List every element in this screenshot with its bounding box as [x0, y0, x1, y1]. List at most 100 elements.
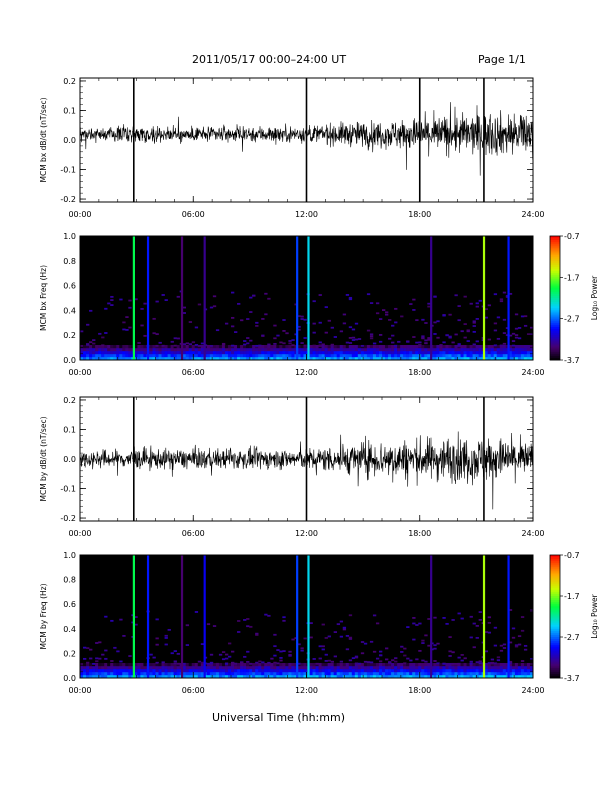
spectrogram-cell [264, 666, 268, 670]
spectrogram-speckle [412, 638, 416, 641]
colorbar-cell [550, 246, 560, 249]
spectrogram-speckle [140, 324, 144, 327]
spectrogram-speckle [354, 656, 359, 659]
spectrogram-speckle [234, 331, 238, 333]
spectrogram-cell [493, 672, 498, 676]
spectrogram-cell [140, 357, 144, 361]
spectrogram-cell [366, 666, 371, 670]
spectrogram-speckle [493, 644, 498, 647]
colorbar-cell [550, 236, 560, 239]
spectrogram-cell [86, 675, 90, 679]
spectrogram-cell [433, 351, 437, 355]
spectrogram-speckle [394, 344, 398, 347]
spectrogram-cell [487, 666, 492, 670]
colorbar-cell [550, 244, 560, 247]
spectrogram-cell [264, 663, 268, 667]
spectrogram-speckle [369, 335, 374, 338]
spectrogram-cell [258, 675, 262, 679]
colorbar-cell [550, 250, 560, 253]
spectrogram-cell [200, 357, 205, 361]
colorbar-cell [550, 318, 560, 322]
spectrogram-cell [282, 666, 286, 670]
spectrogram-cell [327, 666, 331, 670]
spectrogram-speckle [523, 324, 528, 327]
spectrogram-cell [267, 348, 271, 352]
spectrogram-cell [243, 354, 247, 358]
spectrogram-cell [427, 663, 431, 667]
spectrogram-speckle [499, 344, 504, 347]
spectrogram-cell [89, 357, 93, 361]
y-tick-label: 0.8 [63, 576, 76, 585]
spectrogram-cell [484, 351, 488, 355]
spectrogram-cell [439, 345, 443, 349]
spectrogram-cell [221, 348, 226, 352]
spectrogram-cell [327, 345, 331, 349]
spectrogram-cell [237, 672, 241, 676]
spectrogram-cell [240, 348, 244, 352]
spectrogram-cell [451, 672, 455, 676]
spectrogram-cell [95, 663, 99, 667]
spectrogram-cell [128, 675, 132, 679]
colorbar-cell [550, 357, 560, 361]
spectrogram-cell [161, 357, 165, 361]
spectrogram-speckle [92, 342, 96, 345]
spectrogram-cell [406, 348, 410, 352]
spectral-line [430, 555, 433, 678]
spectrogram-cell [212, 669, 217, 673]
spectrogram-cell [418, 351, 422, 355]
spectrogram-cell [318, 663, 322, 667]
spectrogram-cell [442, 351, 446, 355]
spectrogram-speckle [375, 622, 380, 625]
spectrogram-cell [303, 348, 307, 352]
spectrogram-cell [345, 669, 350, 673]
spectrogram-speckle [164, 643, 168, 646]
y-tick-label: 0.2 [63, 77, 76, 86]
spectrogram-cell [499, 348, 504, 352]
spectrogram-cell [496, 351, 501, 355]
spectrogram-cell [357, 348, 362, 352]
spectrogram-speckle [104, 649, 108, 652]
spectrogram-speckle [436, 320, 440, 323]
spectrogram-cell [291, 663, 295, 667]
spectrogram-cell [460, 348, 464, 352]
colorbar-cell [550, 620, 560, 624]
spectrogram-speckle [412, 617, 416, 619]
spectrogram-cell [125, 666, 129, 670]
spectrogram-cell [110, 672, 114, 676]
spectrogram-cell [161, 351, 165, 355]
spectrogram-cell [511, 675, 516, 679]
spectrogram-cell [445, 351, 449, 355]
spectrogram-cell [321, 666, 325, 670]
spectrogram-cell [333, 357, 337, 361]
spectrogram-cell [415, 672, 419, 676]
spectrogram-cell [221, 345, 226, 349]
spectrogram-speckle [267, 661, 271, 664]
spectrogram-speckle [345, 294, 350, 296]
spectrogram-cell [285, 663, 289, 667]
spectrogram-cell [104, 675, 108, 679]
spectrogram-speckle [86, 661, 90, 664]
spectrogram-cell [339, 345, 344, 349]
spectrogram-cell [221, 357, 226, 361]
spectrogram-cell [472, 351, 476, 355]
spectrogram-cell [309, 666, 313, 670]
spectrogram-cell [264, 357, 268, 361]
spectrogram-speckle [282, 616, 286, 619]
colorbar-cell [550, 298, 560, 301]
spectrogram-cell [478, 357, 482, 361]
spectrogram-cell [155, 348, 159, 352]
spectrogram-cell [511, 354, 516, 358]
spectrogram-cell [436, 354, 440, 358]
spectrogram-cell [493, 669, 498, 673]
spectrogram-cell [391, 663, 395, 667]
spectrogram-speckle [98, 641, 102, 644]
spectrogram-cell [397, 348, 401, 352]
spectrogram-cell [182, 348, 186, 352]
spectrogram-speckle [164, 637, 168, 639]
spectrogram-cell [252, 675, 256, 679]
spectrogram-cell [388, 348, 392, 352]
spectrogram-cell [252, 357, 256, 361]
spectrogram-cell [101, 348, 105, 352]
spectrogram-cell [475, 348, 479, 352]
spectrogram-cell [406, 675, 410, 679]
